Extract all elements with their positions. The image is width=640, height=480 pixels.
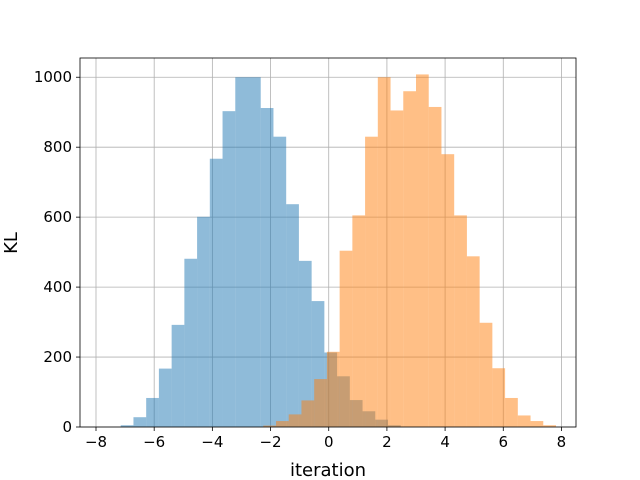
histogram-bar: [288, 414, 302, 427]
histogram-bar: [390, 110, 404, 428]
histogram-bar: [273, 136, 287, 427]
y-axis-title: KL: [1, 232, 22, 254]
x-tick-label: −4: [201, 433, 223, 451]
histogram-bar: [466, 256, 480, 427]
histogram-bar: [184, 258, 198, 427]
y-tick-label: 400: [43, 278, 72, 296]
histogram-bar: [276, 421, 289, 427]
x-tick-label: 4: [440, 433, 450, 451]
histogram-bar: [263, 425, 276, 427]
x-tick-label: 2: [382, 433, 392, 451]
histogram-bar: [326, 351, 340, 427]
histogram-bar: [171, 324, 185, 427]
plot-frame: [79, 57, 577, 428]
histogram-bar: [197, 216, 210, 427]
histogram-bar: [517, 415, 531, 427]
axis-ticks: −8 −6 −4 −2 0 2 4 6 8 0 200 400 600 800 1000: [34, 68, 566, 451]
histogram-bar: [441, 154, 455, 428]
histogram-bar: [133, 417, 147, 427]
histogram-bar: [286, 204, 299, 427]
histogram-bar: [222, 111, 236, 428]
y-tick-label: 200: [43, 348, 72, 366]
y-tick-label: 1000: [34, 68, 72, 86]
histogram-bar: [428, 106, 442, 427]
histogram-bar: [301, 400, 315, 427]
histogram-bar: [248, 77, 261, 427]
histogram-bar: [120, 425, 134, 427]
histogram-bar: [403, 91, 416, 428]
histogram-bar: [314, 379, 327, 427]
x-tick-label: −2: [259, 433, 281, 451]
y-tick-label: 600: [43, 208, 72, 226]
histogram-bar: [479, 322, 493, 427]
histogram-bar: [158, 368, 172, 427]
histogram-bar: [260, 108, 274, 427]
histogram-bar: [365, 136, 378, 427]
y-tick-label: 0: [62, 418, 72, 436]
histogram-bar: [146, 397, 159, 427]
histogram-bar: [235, 77, 248, 427]
histogram-bar: [492, 368, 506, 427]
histogram-bar: [377, 77, 391, 427]
histogram-bar: [543, 425, 556, 427]
histogram-bar: [298, 260, 312, 427]
histogram-bar: [530, 421, 544, 427]
x-tick-label: 6: [498, 433, 508, 451]
histogram-bar: [339, 250, 353, 427]
x-tick-label: 8: [557, 433, 567, 451]
histogram-bars: [120, 74, 556, 428]
histogram-bar: [416, 74, 429, 427]
x-tick-label: −8: [85, 433, 107, 451]
x-tick-label: −6: [143, 433, 165, 451]
x-tick-label: 0: [324, 433, 334, 451]
histogram-bar: [209, 158, 223, 427]
histogram-series-2: [263, 74, 556, 428]
x-axis-title: iteration: [290, 460, 366, 480]
histogram-bar: [505, 397, 518, 427]
histogram-bar: [352, 215, 366, 427]
histogram-bar: [454, 215, 467, 427]
y-tick-label: 800: [43, 138, 72, 156]
